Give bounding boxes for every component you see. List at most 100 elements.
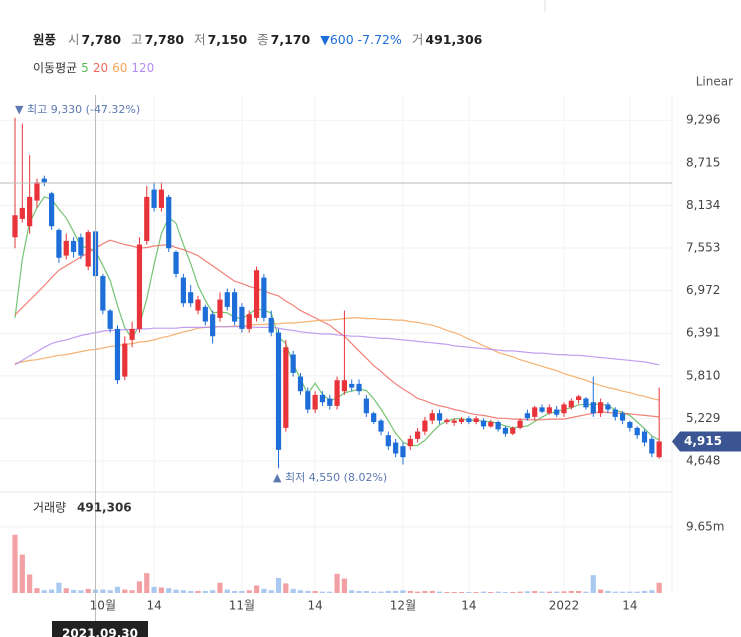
candle-body: [56, 229, 62, 258]
legend-entry[interactable]: 120: [131, 61, 155, 75]
volume-bar: [422, 590, 428, 593]
candle-body: [12, 215, 18, 238]
volume-bar: [546, 591, 552, 593]
candle-body: [627, 422, 633, 428]
volume-bar: [232, 590, 238, 593]
volume-bar: [583, 591, 589, 593]
candle-body: [400, 446, 406, 458]
volume-bar: [605, 590, 611, 593]
y-tick-label: 7,553: [686, 241, 720, 255]
candle-body: [188, 292, 194, 304]
volume-bar: [246, 590, 252, 593]
candle-body: [363, 398, 369, 414]
volume-bar: [253, 585, 260, 593]
change-arrow: ▼: [320, 32, 330, 47]
y-tick-label: 8,715: [686, 155, 720, 169]
y-tick-label: 4,648: [686, 454, 720, 468]
volume-bar: [158, 587, 164, 593]
volume-bar: [224, 589, 230, 593]
candle-body: [34, 182, 40, 201]
ma-legend: 이동평균 5 20 60 120: [33, 59, 158, 76]
candle-body: [349, 383, 355, 388]
candle-body: [107, 310, 113, 329]
candle-body: [158, 189, 164, 208]
volume-bar: [34, 588, 40, 593]
volume-tick-label: 9.65m: [686, 519, 724, 533]
legend-entry[interactable]: 60: [112, 61, 128, 75]
volume-bar: [356, 590, 362, 593]
volume-bar: [598, 589, 604, 593]
candle-body: [473, 418, 479, 423]
candle-body: [641, 431, 648, 443]
volume-bar: [458, 591, 465, 593]
candle-body: [356, 383, 362, 392]
volume-bar: [136, 581, 143, 593]
volume-bar: [268, 590, 274, 593]
candle-body: [85, 232, 91, 267]
volume-bar: [385, 590, 391, 593]
volume-bar: [612, 591, 618, 593]
volume-bar: [554, 591, 560, 593]
volume-bar: [393, 590, 399, 593]
candle-body: [524, 413, 530, 419]
candle-body: [583, 398, 589, 408]
candle-body: [539, 407, 545, 412]
volume-bar: [327, 591, 333, 593]
y-tick-label: 6,972: [686, 283, 720, 297]
volume-bar: [78, 590, 84, 593]
change-pct: -7.72%: [357, 32, 402, 47]
volume-bar: [217, 582, 223, 593]
y-tick-label: 5,229: [686, 411, 720, 425]
candle-body: [510, 427, 516, 434]
volume-bar: [524, 591, 530, 593]
y-tick-label: 5,810: [686, 368, 720, 382]
volume-bar: [275, 577, 282, 593]
candle-body: [480, 420, 487, 427]
label: 종: [257, 32, 269, 47]
volume-title: 거래량: [33, 501, 66, 515]
candle-body: [517, 420, 523, 428]
label: 고: [131, 32, 143, 47]
quote-header: 원풍 시 7,780 고 7,780 저 7,150 종 7,170 ▼600 -7.72…: [33, 29, 488, 48]
volume-bar: [107, 590, 113, 593]
ma-line: [14, 326, 660, 366]
volume-bar: [429, 590, 435, 593]
scale-label[interactable]: Linear: [696, 75, 733, 89]
candle-body: [634, 427, 640, 436]
value: 7,150: [207, 32, 248, 47]
volume-bar: [334, 573, 340, 593]
volume-bar: [144, 573, 150, 593]
volume-bar: [312, 590, 318, 593]
candle-body: [393, 442, 399, 454]
volume-bar: [349, 590, 355, 593]
candle-body: [488, 422, 494, 427]
volume-bar: [297, 590, 304, 593]
volume-bar: [122, 589, 128, 593]
volume-bar: [488, 591, 494, 593]
min-label: ▲ 최저 4,550 (8.02%): [273, 471, 387, 484]
candle-body: [261, 277, 267, 318]
volume-bar: [210, 590, 216, 593]
volume-bar: [56, 582, 62, 593]
volume-bar: [290, 588, 296, 593]
label: 저: [194, 32, 206, 47]
candle-body: [180, 277, 186, 304]
volume-bar: [19, 554, 25, 593]
ma-line: [14, 239, 660, 421]
candle-body: [166, 196, 172, 249]
candle-body: [378, 420, 384, 432]
stock-name: 원풍: [33, 32, 57, 47]
value: 7,780: [144, 32, 185, 47]
candle-body: [422, 420, 428, 432]
candle-body: [217, 299, 223, 318]
legend-entry[interactable]: 20: [92, 61, 109, 75]
volume-bar: [576, 590, 582, 593]
legend-entry[interactable]: 5: [81, 61, 89, 75]
volume-bar: [634, 591, 640, 593]
candle-body: [114, 328, 121, 381]
volume-bar: [283, 583, 289, 593]
candle-body: [297, 376, 304, 392]
volume-bar: [561, 591, 567, 593]
